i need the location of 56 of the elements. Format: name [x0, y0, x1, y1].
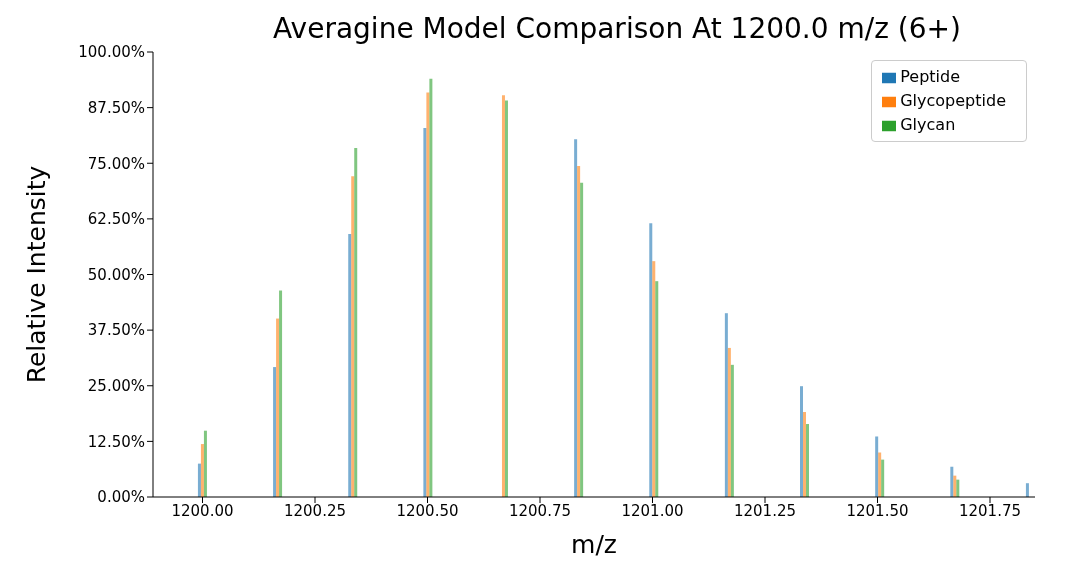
x-tick-label: 1201.50	[846, 501, 909, 520]
x-tick-label: 1201.00	[621, 501, 684, 520]
chart-title: Averagine Model Comparison At 1200.0 m/z (6+)	[273, 12, 961, 45]
bar	[574, 139, 578, 497]
y-tick-label: 0.00%	[97, 488, 145, 507]
bar	[200, 444, 204, 497]
bar	[426, 92, 430, 497]
bar	[197, 463, 201, 497]
bar	[348, 234, 352, 497]
y-tick-label: 62.50%	[87, 210, 145, 229]
bar	[806, 424, 810, 497]
bar	[273, 367, 277, 497]
y-tick-label: 100.00%	[78, 43, 145, 62]
y-tick-label: 87.50%	[87, 98, 145, 117]
bar	[351, 176, 355, 497]
bar	[354, 148, 358, 497]
bar	[875, 436, 879, 497]
bar	[730, 364, 734, 497]
x-tick-label: 1201.25	[733, 501, 797, 520]
bar	[501, 95, 505, 497]
bar	[953, 475, 957, 497]
x-tick-label: 1200.25	[283, 501, 347, 520]
y-tick-label: 75.00%	[87, 154, 145, 173]
bar	[727, 347, 731, 497]
x-axis-title: m/z	[571, 530, 617, 559]
bar	[504, 100, 508, 497]
y-tick-label: 25.00%	[87, 377, 145, 396]
bar	[423, 128, 427, 497]
y-tick-label: 50.00%	[87, 265, 145, 284]
bar	[1025, 483, 1029, 497]
y-tick-label: 12.50%	[87, 432, 145, 451]
bar	[655, 281, 659, 497]
bar	[649, 223, 653, 497]
bar	[950, 466, 954, 497]
y-tick-label: 37.50%	[87, 321, 145, 340]
y-axis-title: Relative Intensity	[21, 165, 51, 384]
bar	[878, 452, 882, 497]
bar	[429, 78, 433, 497]
x-tick-label: 1200.00	[171, 501, 234, 520]
x-tick-label: 1200.75	[508, 501, 572, 520]
bar	[580, 182, 584, 497]
x-tick-label: 1201.75	[958, 501, 1022, 520]
bar	[652, 261, 656, 497]
bar	[803, 412, 807, 497]
x-tick-label: 1200.50	[396, 501, 459, 520]
bar	[956, 479, 960, 497]
bar	[724, 313, 728, 497]
bar	[800, 386, 804, 497]
bar	[577, 165, 581, 497]
bar	[276, 318, 280, 497]
bar	[881, 459, 885, 497]
legend-label: Peptide	[900, 67, 961, 86]
legend-label: Glycopeptide	[900, 91, 1006, 110]
bar	[203, 430, 207, 497]
legend-label: Glycan	[900, 115, 956, 134]
bar	[279, 290, 283, 497]
